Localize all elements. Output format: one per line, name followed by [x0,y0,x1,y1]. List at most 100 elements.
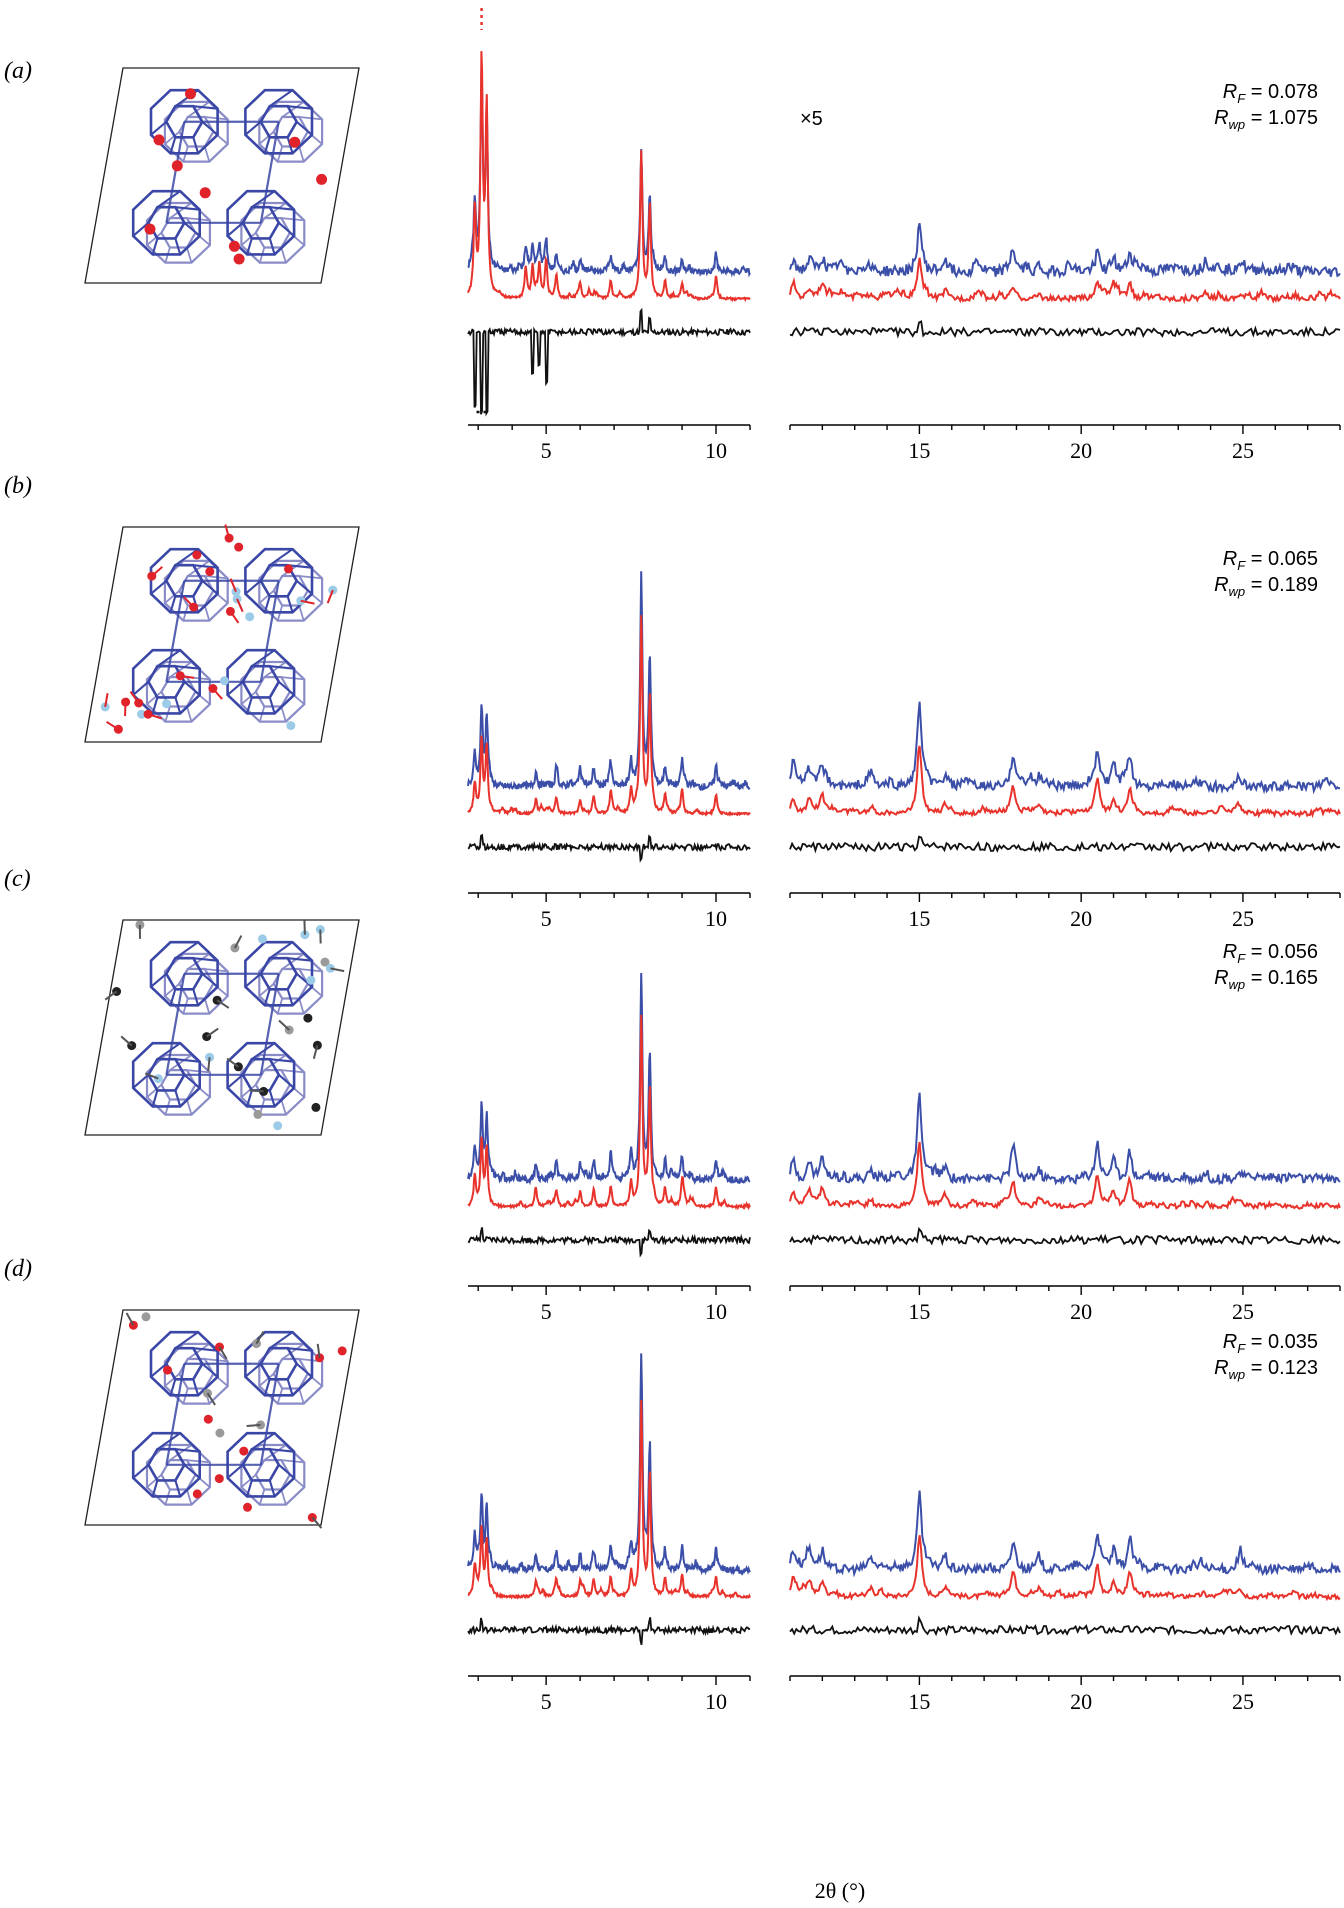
unit-cell-outline [84,919,360,1136]
cage-edge [151,1480,159,1497]
cage-edge [296,973,313,988]
cage-ring [226,648,296,715]
guest-atom [273,1121,283,1131]
guest-atom [300,930,310,940]
cage-edge [281,217,305,222]
cage-ring [226,1431,296,1498]
r-f-number: = 0.078 [1245,81,1318,103]
guest-bond [226,1057,239,1068]
cage-edge [193,105,218,110]
guest-bond [312,1045,319,1060]
guest-atom [205,567,215,577]
cage-ring [258,100,324,163]
guest-atom [219,676,229,686]
cage-edge [287,105,313,110]
cage-edge [280,247,287,263]
cage-edge [269,1448,295,1453]
cage-edge [174,941,199,960]
cage-edge [150,973,167,988]
guest-atom [231,587,241,597]
cage-edge [164,1373,180,1387]
cage-ring [145,1443,211,1506]
guest-atom [256,1420,266,1430]
cage-edge [286,596,294,613]
framework-link [259,1363,280,1465]
cage-edge [298,146,305,162]
guest-atom [153,1074,163,1084]
cage-edge [226,1464,244,1479]
guest-atom [284,564,293,574]
cage-edge [164,590,180,604]
r-f-value: RF = 0.056 [1223,941,1318,966]
r-wp-symbol: R [1214,1357,1228,1379]
observed-curve-high [789,701,1340,795]
r-wp-subscript: wp [1229,1367,1246,1382]
guest-bond [326,589,334,604]
cage-edge [151,697,159,714]
cage-ring [244,1330,314,1397]
framework-link [259,973,280,1075]
tick-label: 10 [705,1689,727,1714]
cage-edge [281,101,305,118]
guest-atom [325,963,335,973]
cage-edge [186,1489,193,1505]
cage-edge [204,116,228,121]
guest-atom [286,721,296,731]
framework-cage [131,648,211,723]
guest-atom [143,709,153,719]
x-axis-high: 15 20 25 [789,1675,1341,1714]
tick-label: 20 [1070,1299,1092,1324]
r-wp-value: Rwp = 0.165 [1214,967,1318,992]
cage-edge [278,222,295,237]
cage-edge [269,89,294,108]
guest-atom [185,88,196,100]
difference-curve [789,320,1341,339]
guest-bond [151,566,163,577]
cage-edge [280,1099,287,1115]
cage-edge [246,1480,253,1497]
framework-cage [226,189,306,264]
tick-label: 25 [1232,1689,1254,1714]
guest-atom [192,550,202,560]
panel-label: (a) [4,58,32,84]
guest-atom [141,1312,151,1322]
cage-edge [175,665,200,670]
guest-atom [311,1102,321,1112]
cage-ring [226,189,296,256]
cage-edge [193,957,218,962]
cage-edge [251,1042,276,1061]
difference-curve [789,1226,1341,1247]
cage-edge [169,1444,193,1461]
guest-atom [192,1489,202,1499]
cage-edge [251,649,276,668]
difference-curve [789,835,1341,854]
cage-edge [298,1388,305,1404]
r-f-number: = 0.035 [1245,1331,1318,1353]
difference-curve [467,1617,751,1646]
cage-edge [263,989,271,1006]
cage-edge [203,605,211,621]
framework-cage [226,648,306,723]
guest-atom [162,699,171,709]
cage-edge [174,697,182,714]
guest-atom [306,975,316,985]
r-f-subscript: F [1237,558,1246,573]
observed-curve-low [467,571,751,792]
cage-edge [251,1432,276,1451]
cage-edge [226,681,244,696]
guest-bond [330,967,345,973]
r-f-symbol: R [1223,548,1237,570]
cage-edge [258,131,275,145]
cage-ring [149,88,219,155]
cage-edge [146,691,162,705]
guest-atom [257,934,267,944]
cage-edge [258,1373,275,1387]
cage-edge [132,222,150,237]
cage-edge [156,1042,181,1061]
framework-cage [226,1431,306,1506]
guest-bond [129,691,140,704]
